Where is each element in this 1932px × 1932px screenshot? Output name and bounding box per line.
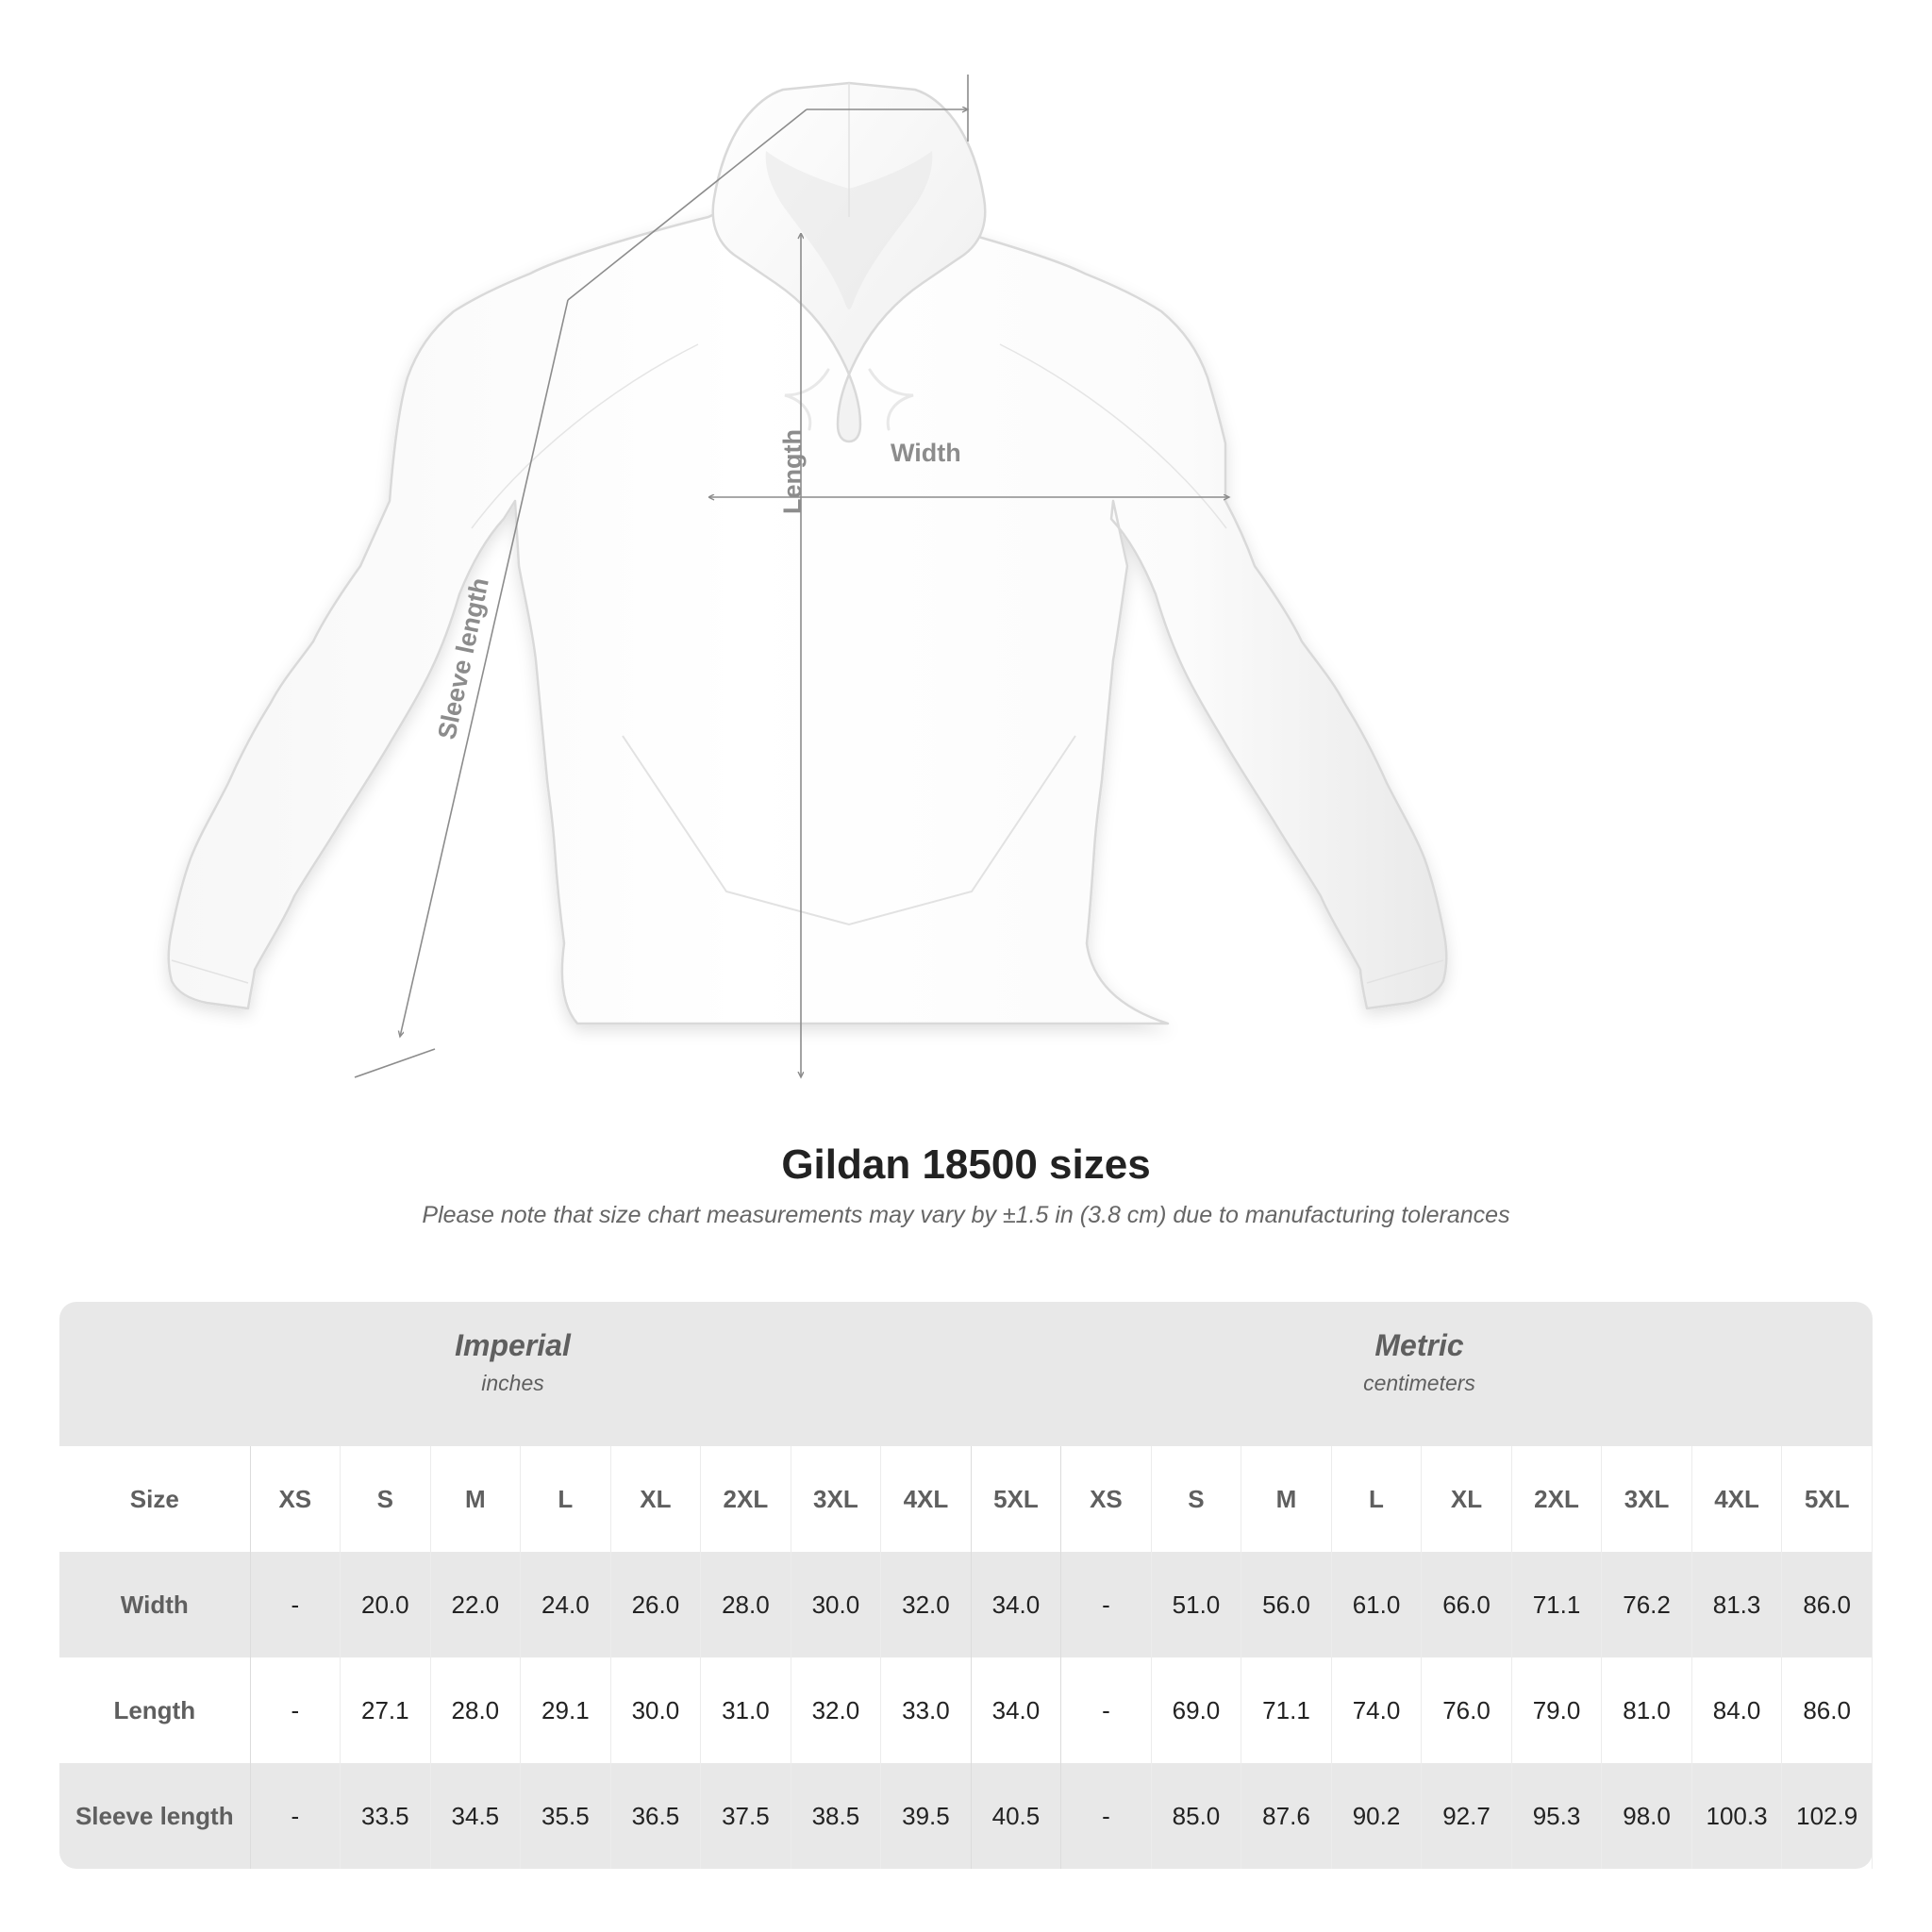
svg-text:Width: Width bbox=[891, 439, 961, 467]
svg-text:Length: Length bbox=[778, 429, 807, 514]
